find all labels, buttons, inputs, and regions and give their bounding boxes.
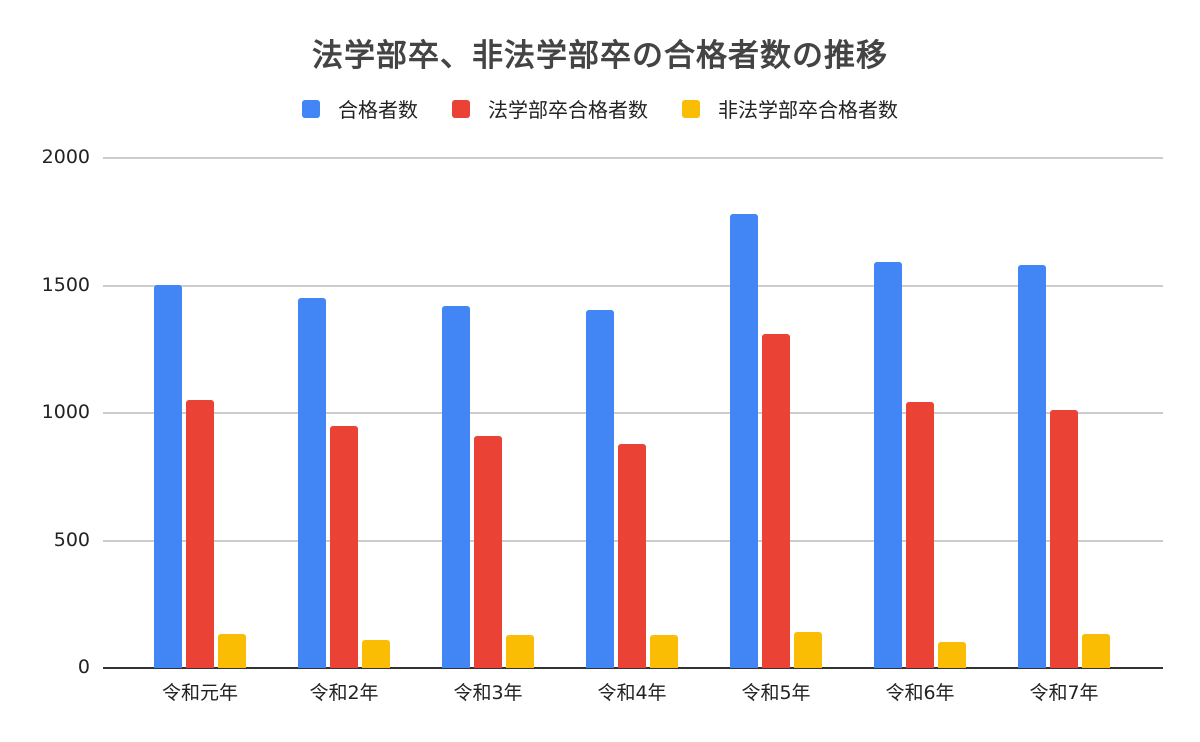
- y-tick-label: 500: [53, 528, 90, 551]
- legend-label: 合格者数: [338, 98, 418, 122]
- legend-item-law[interactable]: 法学部卒合格者数: [452, 94, 648, 123]
- bar[interactable]: [730, 213, 758, 668]
- x-tick-label: 令和2年: [309, 682, 379, 704]
- legend: 合格者数 法学部卒合格者数 非法学部卒合格者数: [0, 94, 1200, 123]
- gridline: [103, 284, 1163, 287]
- bar[interactable]: [1082, 633, 1110, 668]
- x-tick-label: 令和4年: [597, 682, 667, 704]
- bar[interactable]: [186, 399, 214, 668]
- plot-area: [103, 157, 1163, 669]
- bar[interactable]: [298, 298, 326, 668]
- legend-item-nonlaw[interactable]: 非法学部卒合格者数: [682, 94, 898, 123]
- bar[interactable]: [330, 425, 358, 668]
- bar[interactable]: [906, 401, 934, 668]
- bar[interactable]: [762, 333, 790, 668]
- x-tick-label: 令和6年: [885, 682, 955, 704]
- x-tick-label: 令和元年: [161, 682, 238, 704]
- x-tick-label: 令和5年: [741, 682, 811, 704]
- bar[interactable]: [618, 444, 646, 668]
- y-tick-label: 1000: [41, 401, 90, 423]
- gridline: [103, 412, 1163, 414]
- chart-title: 法学部卒、非法学部卒の合格者数の推移: [312, 38, 888, 74]
- legend-swatch-blue: [302, 99, 320, 118]
- bar[interactable]: [794, 631, 822, 668]
- bar[interactable]: [474, 435, 502, 668]
- bar[interactable]: [650, 635, 678, 668]
- bar[interactable]: [586, 310, 614, 668]
- bar[interactable]: [874, 262, 902, 668]
- bar[interactable]: [362, 639, 390, 668]
- legend-label: 非法学部卒合格者数: [718, 98, 898, 122]
- bar[interactable]: [442, 305, 470, 668]
- gridline: [103, 157, 1163, 159]
- y-tick-label: 2000: [41, 146, 90, 168]
- bar[interactable]: [1050, 409, 1078, 668]
- bar[interactable]: [154, 284, 182, 668]
- bar[interactable]: [1018, 264, 1046, 668]
- legend-swatch-yellow: [682, 99, 700, 118]
- legend-swatch-red: [452, 99, 470, 118]
- legend-label: 法学部卒合格者数: [488, 98, 648, 122]
- x-tick-label: 令和3年: [453, 682, 523, 704]
- legend-item-total[interactable]: 合格者数: [302, 94, 418, 123]
- x-axis-line: [103, 667, 1163, 669]
- bar[interactable]: [506, 635, 534, 668]
- bar[interactable]: [938, 641, 966, 668]
- x-tick-label: 令和7年: [1029, 682, 1099, 704]
- bar[interactable]: [218, 633, 246, 668]
- y-tick-label: 1500: [41, 273, 90, 296]
- y-tick-label: 0: [77, 656, 90, 678]
